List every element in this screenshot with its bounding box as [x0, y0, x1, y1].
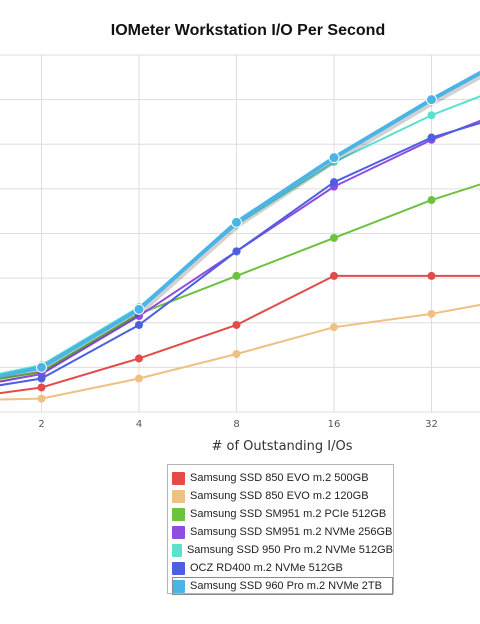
- data-point: [427, 111, 436, 120]
- data-point: [330, 271, 338, 280]
- series-samsung-ssd-850-evo-m-2-500gb: [0, 271, 480, 395]
- data-point: [232, 271, 241, 280]
- x-ticks: 2 4 8 16 32: [38, 419, 438, 430]
- legend-item[interactable]: Samsung SSD 950 Pro m.2 NVMe 512GB: [172, 541, 393, 559]
- legend-swatch: [172, 525, 185, 539]
- data-point: [37, 394, 46, 403]
- legend-label: Samsung SSD 850 EVO m.2 120GB: [190, 490, 369, 502]
- legend: Samsung SSD 850 EVO m.2 500GB Samsung SSD…: [167, 464, 394, 595]
- grid: [0, 54, 480, 413]
- x-tick-label: 2: [38, 419, 44, 430]
- data-point: [37, 374, 46, 383]
- x-tick-label: 8: [233, 419, 239, 430]
- data-point: [37, 383, 46, 392]
- data-point: [135, 374, 143, 383]
- data-point: [232, 349, 241, 358]
- x-axis-label: # of Outstanding I/Os: [211, 439, 352, 454]
- legend-label: Samsung SSD SM951 m.2 PCIe 512GB: [190, 508, 387, 520]
- legend-swatch: [172, 471, 185, 485]
- legend-label: Samsung SSD 950 Pro m.2 NVMe 512GB: [186, 544, 393, 556]
- series-ocz-rd400-m-2-nvme-512gb: [0, 122, 480, 387]
- data-point: [135, 354, 143, 363]
- data-point: [328, 152, 340, 164]
- x-tick-label: 16: [328, 419, 341, 430]
- data-point: [133, 303, 145, 315]
- data-point: [330, 323, 338, 332]
- data-point: [330, 178, 338, 187]
- series-samsung-ssd-960-pro-m-2-nvme-2tb: [0, 70, 480, 382]
- legend-item[interactable]: Samsung SSD 850 EVO m.2 500GB: [172, 469, 393, 487]
- data-point: [427, 196, 436, 205]
- series-samsung-ssd-850-evo-m-2-120gb: [0, 303, 480, 403]
- legend-label: OCZ RD400 m.2 NVMe 512GB: [190, 562, 343, 574]
- legend-item[interactable]: Samsung SSD 960 Pro m.2 NVMe 2TB: [172, 577, 393, 595]
- data-point: [427, 309, 436, 318]
- data-point: [232, 247, 241, 256]
- legend-label: Samsung SSD 960 Pro m.2 NVMe 2TB: [190, 580, 382, 592]
- x-tick-label: 32: [425, 419, 438, 430]
- data-point: [330, 233, 338, 242]
- data-point: [231, 216, 242, 228]
- data-point: [426, 94, 437, 106]
- data-point: [36, 361, 47, 373]
- legend-swatch: [172, 489, 185, 503]
- legend-item[interactable]: OCZ RD400 m.2 NVMe 512GB: [172, 559, 393, 577]
- data-point: [427, 133, 436, 142]
- legend-swatch: [172, 507, 185, 521]
- legend-item[interactable]: Samsung SSD 850 EVO m.2 120GB: [172, 487, 393, 505]
- legend-label: Samsung SSD 850 EVO m.2 500GB: [190, 472, 369, 484]
- data-point: [135, 320, 143, 329]
- legend-swatch: [172, 561, 185, 575]
- data-point: [232, 320, 241, 329]
- x-tick-label: 4: [136, 419, 142, 430]
- legend-label: Samsung SSD SM951 m.2 NVMe 256GB: [190, 526, 393, 538]
- chart-title: IOMeter Workstation I/O Per Second: [111, 22, 385, 39]
- legend-item[interactable]: Samsung SSD SM951 m.2 PCIe 512GB: [172, 505, 393, 523]
- series-layer: [0, 70, 480, 403]
- legend-item[interactable]: Samsung SSD SM951 m.2 NVMe 256GB: [172, 523, 393, 541]
- legend-swatch: [172, 543, 182, 557]
- data-point: [427, 271, 436, 280]
- legend-swatch: [172, 579, 185, 593]
